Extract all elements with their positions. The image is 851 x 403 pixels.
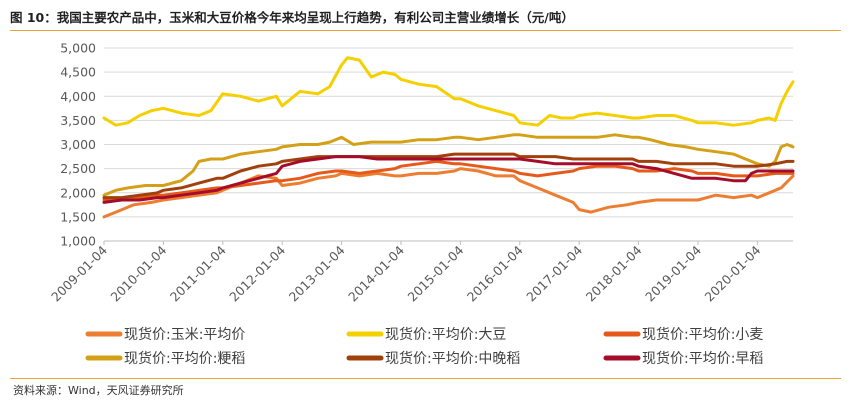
x-tick-label: 2009-01-04 <box>48 242 110 304</box>
y-tick-label: 3,000 <box>60 137 96 152</box>
y-tick-label: 4,000 <box>60 89 96 104</box>
series-layer <box>102 56 795 219</box>
legend: 现货价:玉米:平均价 现货价:平均价:大豆 现货价:平均价:小麦现货价:平均价:粳稻… <box>85 326 763 367</box>
legend-label: 现货价:玉米:平均价 <box>124 326 245 343</box>
x-tick-label: 2018-01-04 <box>583 242 645 304</box>
title-divider <box>10 30 841 31</box>
series-line <box>102 56 795 127</box>
x-tick-label: 2019-01-04 <box>642 242 704 304</box>
x-tick-label: 2011-01-04 <box>167 242 229 304</box>
series-line <box>102 155 795 204</box>
x-tick-label: 2010-01-04 <box>108 242 170 304</box>
legend-label: 现货价:平均价:大豆 <box>385 326 506 343</box>
series-line <box>102 152 795 200</box>
y-tick-label: 1,000 <box>60 234 96 249</box>
x-tick-label: 2017-01-04 <box>523 242 585 304</box>
legend-label: 现货价:平均价:小麦 <box>642 326 763 343</box>
x-tick-label: 2016-01-04 <box>464 242 526 304</box>
y-tick-label: 2,500 <box>60 161 96 176</box>
x-tick-label: 2012-01-04 <box>226 242 288 304</box>
x-tick-label: 2015-01-04 <box>405 242 467 304</box>
chart-title: 图 10：我国主要农产品中，玉米和大豆价格今年来均呈现上行趋势，有利公司主营业绩… <box>10 10 574 25</box>
x-tick-label: 2020-01-04 <box>702 242 764 304</box>
y-tick-label: 3,500 <box>60 113 96 128</box>
legend-label: 现货价:平均价:早稻 <box>642 350 763 367</box>
grid-layer <box>104 47 793 242</box>
source-note: 资料来源：Wind，天风证券研究所 <box>13 384 184 397</box>
series-line <box>102 133 795 197</box>
y-tick-label: 2,000 <box>60 185 96 200</box>
series-line <box>102 167 795 219</box>
legend-label: 现货价:平均价:中晚稻 <box>385 350 520 367</box>
legend-label: 现货价:平均价:粳稻 <box>124 350 245 367</box>
x-tick-label: 2014-01-04 <box>345 242 407 304</box>
y-tick-label: 4,500 <box>60 65 96 80</box>
y-tick-label: 1,500 <box>60 209 96 224</box>
x-tick-label: 2013-01-04 <box>286 242 348 304</box>
footer-divider <box>10 378 841 379</box>
y-tick-label: 5,000 <box>60 41 96 56</box>
